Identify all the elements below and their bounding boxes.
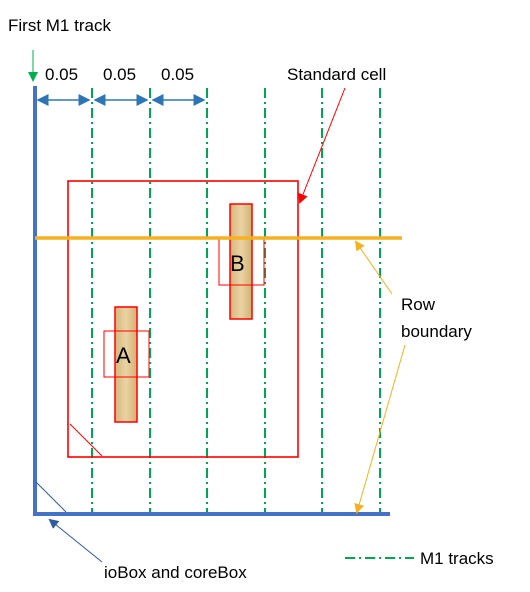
iobox-arrow	[48, 518, 103, 563]
standard-cell-arrow	[298, 87, 346, 204]
pin-a-label: A	[116, 343, 131, 368]
row-boundary-label-line1: Row	[401, 295, 436, 314]
pin-a-shape	[114, 306, 138, 423]
pin-b-label: B	[230, 251, 245, 276]
pin-b-shape	[229, 203, 253, 320]
row-boundary-arrow-down	[354, 344, 406, 514]
pitch-label-2: 0.05	[103, 65, 136, 84]
pitch-label-1: 0.05	[45, 65, 78, 84]
pitch-label-3: 0.05	[161, 65, 194, 84]
standard-cell-box	[67, 180, 299, 458]
standard-cell-label: Standard cell	[287, 65, 386, 84]
standard-cell-corner-mark	[69, 423, 103, 457]
row-boundary-arrow-up	[354, 240, 393, 295]
legend-label: M1 tracks	[420, 549, 494, 568]
pin-a-box	[103, 330, 150, 378]
row-boundary-label-line2: boundary	[401, 322, 472, 341]
iobox-corner-mark	[35, 481, 67, 513]
first-track-label: First M1 track	[8, 16, 111, 35]
iobox-label: ioBox and coreBox	[104, 563, 247, 582]
iobox-boundary	[33, 86, 390, 516]
